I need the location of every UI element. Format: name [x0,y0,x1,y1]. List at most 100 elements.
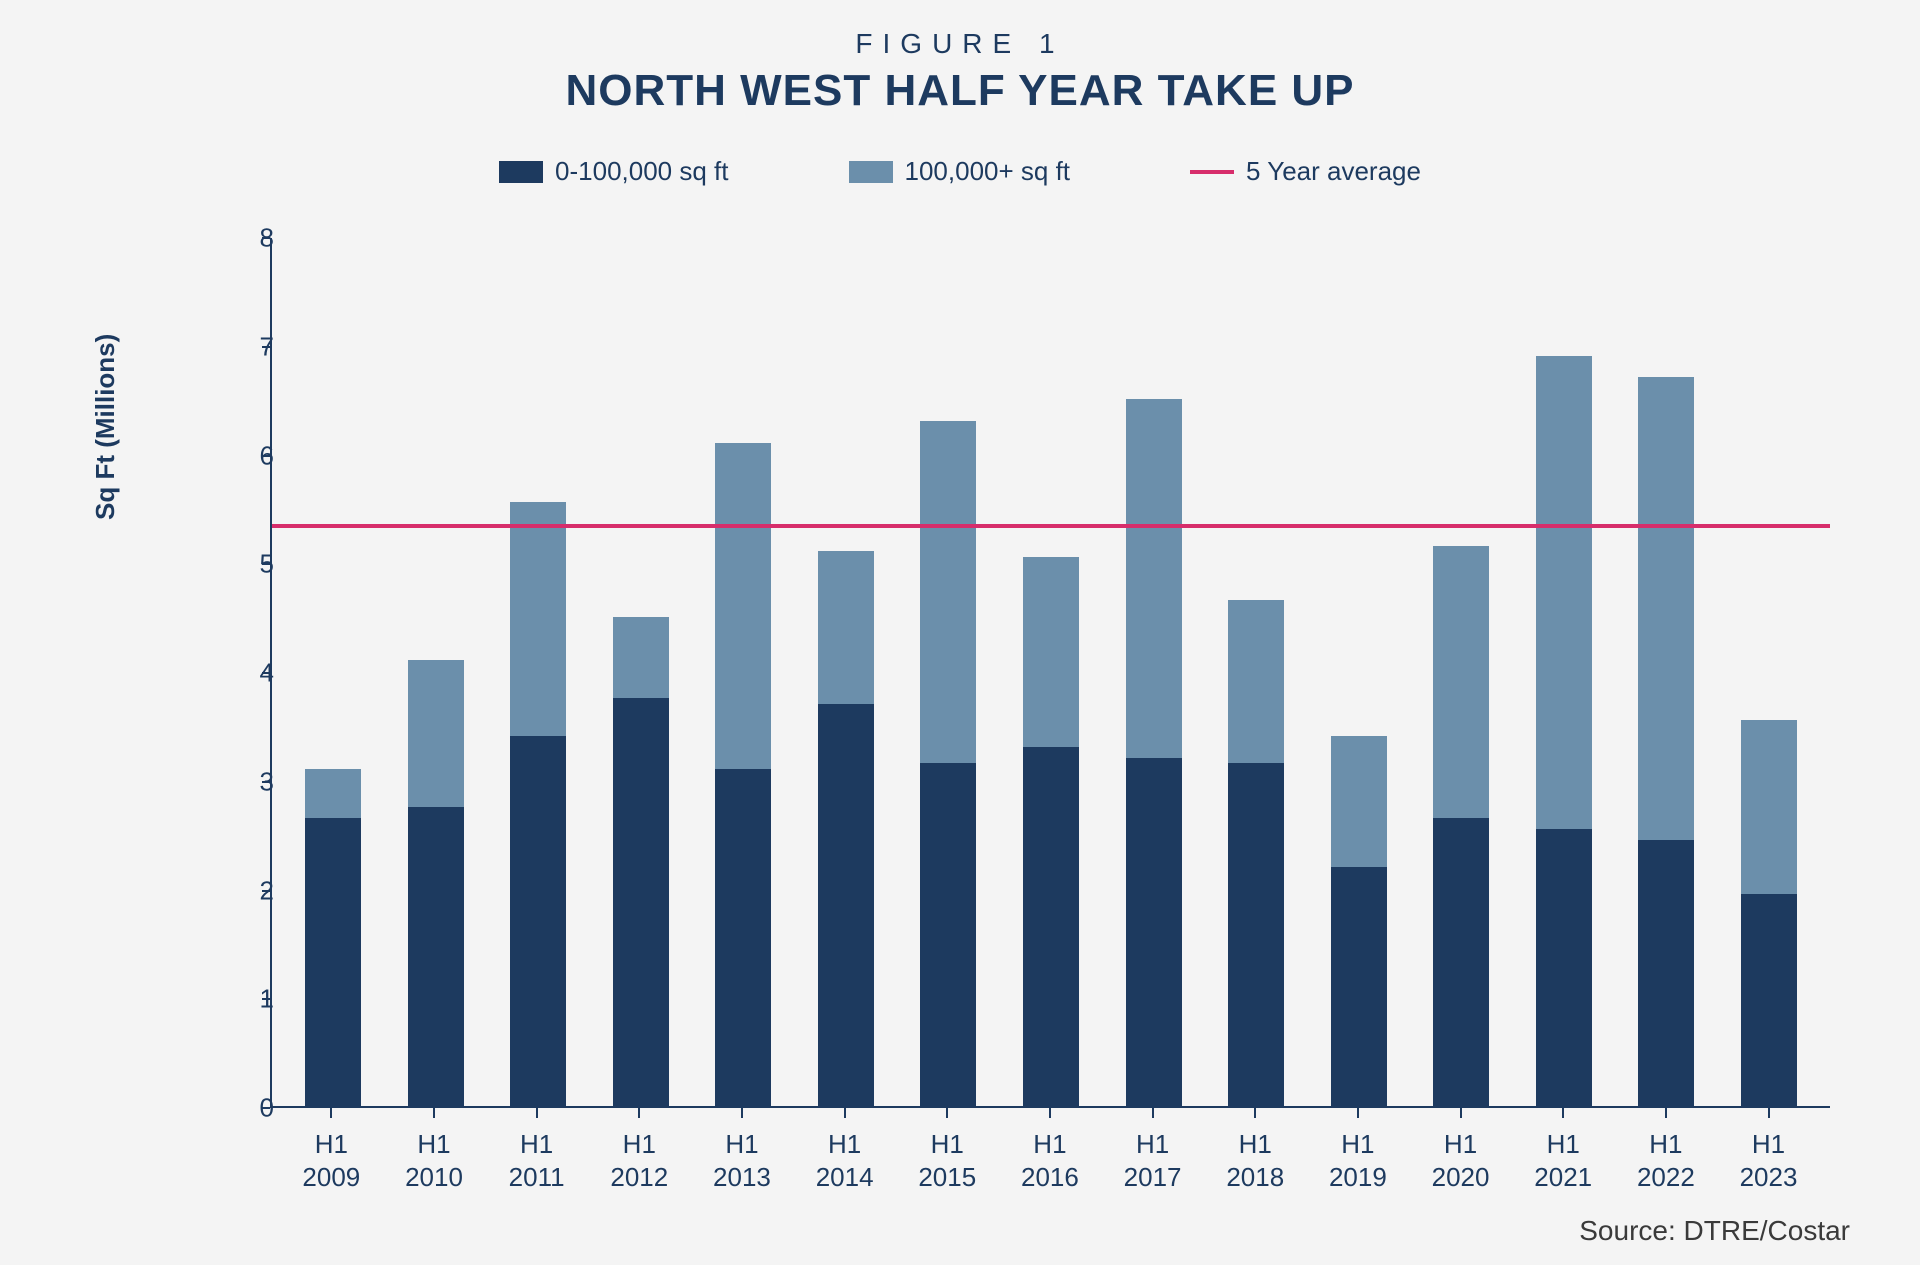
x-tick-label: H12023 [1741,1128,1797,1193]
legend-item-series1: 0-100,000 sq ft [499,156,728,187]
bar-segment-series1 [1228,763,1284,1106]
chart-container: FIGURE 1 NORTH WEST HALF YEAR TAKE UP 0-… [0,0,1920,1265]
legend-item-avg: 5 Year average [1190,156,1421,187]
bar-segment-series2 [1536,356,1592,829]
y-tick-mark [262,237,270,239]
x-tick-label: H12020 [1433,1128,1489,1193]
bar-segment-series2 [920,421,976,764]
bar-segment-series2 [1023,557,1079,747]
x-tick-mark [536,1108,538,1118]
y-tick-mark [262,1107,270,1109]
plot-area [270,238,1830,1108]
x-tick-mark [1152,1108,1154,1118]
bar-segment-series1 [510,736,566,1106]
bar [408,660,464,1106]
x-tick-mark [638,1108,640,1118]
chart-title: NORTH WEST HALF YEAR TAKE UP [0,66,1920,116]
bar-segment-series1 [1536,829,1592,1106]
bar [1126,399,1182,1106]
x-tick-mark [741,1108,743,1118]
bar [305,769,361,1106]
bar-segment-series1 [1638,840,1694,1106]
bar-segment-series2 [715,443,771,769]
x-tick-label: H12019 [1330,1128,1386,1193]
y-tick-mark [262,346,270,348]
x-tick-mark [1254,1108,1256,1118]
bar [613,617,669,1106]
bar-segment-series1 [613,698,669,1106]
x-tick-mark [1768,1108,1770,1118]
bar-segment-series1 [1331,867,1387,1106]
bar [1228,600,1284,1106]
bar-segment-series1 [305,818,361,1106]
x-tick-mark [1460,1108,1462,1118]
bar-segment-series1 [920,763,976,1106]
bar-segment-series2 [305,769,361,818]
x-tick-label: H12015 [919,1128,975,1193]
bar-segment-series1 [1126,758,1182,1106]
x-tick-label: H12012 [611,1128,667,1193]
source-text: Source: DTRE/Costar [1579,1215,1850,1247]
legend-item-series2: 100,000+ sq ft [849,156,1071,187]
bar [818,551,874,1106]
bar [510,502,566,1106]
x-tick-mark [1562,1108,1564,1118]
legend-line-avg [1190,170,1234,174]
bar-segment-series2 [510,502,566,736]
x-tick-mark [433,1108,435,1118]
bar-segment-series2 [408,660,464,807]
bar [1741,720,1797,1106]
bar-segment-series2 [1331,736,1387,867]
y-tick-mark [262,781,270,783]
figure-label: FIGURE 1 [0,0,1920,60]
x-tick-label: H12014 [817,1128,873,1193]
bar [1536,356,1592,1106]
bar-segment-series1 [1023,747,1079,1106]
x-tick-label: H12013 [714,1128,770,1193]
bars-row [272,238,1830,1106]
bar-segment-series1 [408,807,464,1106]
bar [1638,377,1694,1106]
legend-label-series1: 0-100,000 sq ft [555,156,728,187]
bar-segment-series2 [1433,546,1489,818]
x-tick-label: H12022 [1638,1128,1694,1193]
bar [715,443,771,1106]
bar-segment-series2 [1126,399,1182,758]
bar [1331,736,1387,1106]
bar-segment-series2 [818,551,874,703]
y-tick-mark [262,998,270,1000]
bar-segment-series2 [1638,377,1694,839]
x-tick-label: H12016 [1022,1128,1078,1193]
y-tick-mark [262,672,270,674]
plot-wrapper: 012345678 H12009H12010H12011H12012H12013… [200,238,1850,1108]
bar-segment-series2 [1228,600,1284,763]
legend-label-series2: 100,000+ sq ft [905,156,1071,187]
x-tick-label: H12017 [1125,1128,1181,1193]
x-tick-label: H12011 [509,1128,565,1193]
x-tick-mark [946,1108,948,1118]
bar-segment-series2 [1741,720,1797,894]
bar [1433,546,1489,1106]
y-axis-title: Sq Ft (Millions) [90,334,121,520]
legend-label-avg: 5 Year average [1246,156,1421,187]
x-labels-row: H12009 H12010 H12011 H12012 H12013 H12014 H120… [270,1128,1830,1193]
x-tick-mark [1357,1108,1359,1118]
x-tick-label: H12021 [1535,1128,1591,1193]
x-tick-label: H12009 [303,1128,359,1193]
x-tick-label: H12010 [406,1128,462,1193]
bar-segment-series1 [1433,818,1489,1106]
bar-segment-series1 [818,704,874,1106]
legend-swatch-series1 [499,161,543,183]
x-tick-mark [844,1108,846,1118]
y-tick-mark [262,563,270,565]
x-tick-mark [330,1108,332,1118]
bar-segment-series2 [613,617,669,699]
y-tick-mark [262,455,270,457]
bar-segment-series1 [715,769,771,1106]
bar [1023,557,1079,1106]
x-tick-mark [1049,1108,1051,1118]
y-tick-mark [262,890,270,892]
x-tick-label: H12018 [1227,1128,1283,1193]
x-tick-mark [1665,1108,1667,1118]
legend: 0-100,000 sq ft 100,000+ sq ft 5 Year av… [0,156,1920,187]
